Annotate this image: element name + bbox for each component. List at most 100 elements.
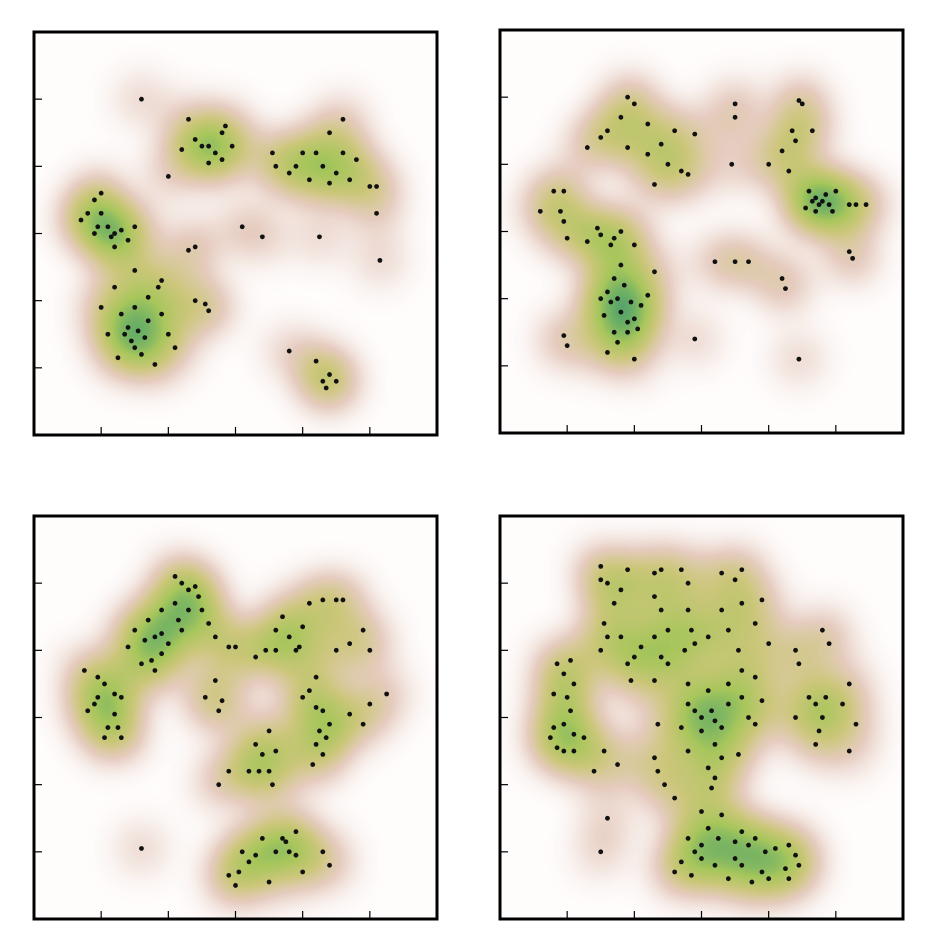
scatter-point [712,259,718,265]
scatter-point [631,242,637,248]
scatter-point [618,309,624,315]
scatter-point [611,235,617,241]
scatter-point [712,741,718,747]
scatter-point [732,259,738,265]
scatter-point [145,617,151,623]
scatter-point [547,735,553,741]
scatter-point [115,355,121,361]
scatter-point [793,138,798,144]
scatter-point [678,859,684,865]
scatter-point [725,627,731,633]
scatter-point [192,584,198,589]
scatter-point [273,748,279,754]
scatter-point [715,836,721,841]
scatter-point [354,157,359,163]
scatter-point [300,869,306,875]
scatter-point [601,313,607,318]
scatter-point [652,594,657,599]
scatter-point [320,597,326,603]
scatter-point [672,128,678,134]
scatter-point [125,644,131,650]
scatter-point [652,269,657,275]
scatter-point [725,681,731,687]
scatter-point [652,634,657,640]
scatter-point [125,325,131,330]
scatter-point [615,296,620,302]
scatter-point [846,681,852,687]
scatter-point [313,705,319,710]
scatter-point [638,302,644,308]
scatter-point [139,846,144,851]
scatter-point [853,202,859,208]
scatter-point [601,748,607,754]
scatter-point [699,856,704,861]
scatter-point [581,735,587,741]
scatter-point [327,130,332,136]
scatter-point [692,641,698,647]
scatter-point [212,150,218,156]
scatter-point [226,872,232,878]
scatter-point [256,768,262,774]
scatter-point [186,587,191,593]
scatter-point [233,644,238,650]
scatter-point [377,257,383,263]
scatter-point [320,378,326,384]
scatter-point [246,768,252,774]
scatter-point [598,647,604,653]
density-panel [57,75,404,412]
scatter-point [611,329,617,335]
scatter-point [732,839,738,845]
scatter-point [806,188,812,194]
scatter-point [320,708,326,714]
scatter-point [598,135,604,140]
scatter-point [226,644,232,650]
scatter-point [779,276,785,281]
scatter-point [766,161,772,167]
scatter-point [732,101,738,107]
scatter-point [105,331,111,337]
scatter-point [317,728,322,734]
scatter-point [752,721,758,727]
scatter-point [662,782,667,788]
scatter-point [212,634,218,640]
scatter-point [840,701,845,707]
scatter-point [678,168,684,174]
scatter-point [95,224,101,230]
scatter-point [206,160,212,166]
scatter-point [605,289,610,295]
scatter-point [631,654,637,660]
scatter-point [809,198,815,204]
scatter-point [863,202,869,208]
scatter-point [665,161,671,167]
scatter-point [202,694,208,700]
scatter-point [598,577,604,583]
scatter-point [283,839,289,845]
scatter-point [270,782,275,788]
scatter-point [598,849,604,855]
scatter-point [766,876,772,882]
scatter-point [746,715,751,720]
scatter-point [685,701,691,707]
scatter-point [833,188,839,194]
scatter-point [306,177,312,183]
scatter-point [746,259,751,265]
scatter-point [813,208,819,214]
scatter-point [658,141,664,147]
scatter-point [645,292,651,298]
scatter-point [226,768,232,774]
scatter-point [625,661,631,667]
scatter-point [347,711,353,717]
scatter-point [152,634,158,640]
scatter-point [112,284,117,290]
scatter-point [108,234,114,240]
scatter-point [799,101,805,107]
scatter-point [652,182,657,187]
scatter-point [598,296,604,302]
scatter-point [199,143,205,149]
scatter-point [105,725,111,730]
scatter-point [98,210,104,216]
scatter-point [374,210,379,216]
scatter-point [796,661,802,667]
scatter-point [739,694,745,700]
